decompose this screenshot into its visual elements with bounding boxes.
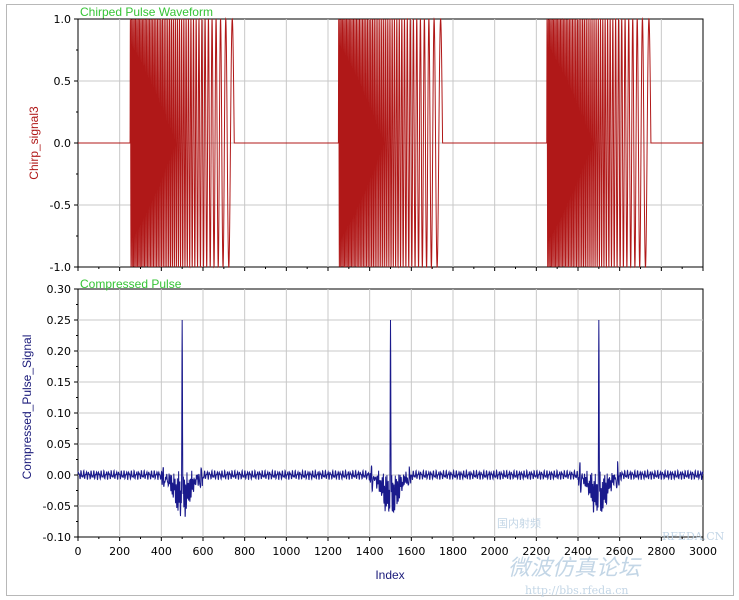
bottom-ytick-label: 0.25 [47, 314, 72, 327]
bottom-xtick-label: 2000 [481, 545, 509, 558]
watermark-cjk-large: 微波仿真论坛 [508, 556, 642, 581]
watermark-brand: RFEDA.CN [662, 530, 725, 543]
bottom-series-line [77, 319, 704, 517]
top-chart-title: Chirped Pulse Waveform [80, 5, 213, 19]
bottom-ytick-label: -0.10 [43, 531, 71, 544]
top-series-line [78, 17, 703, 269]
bottom-ytick-label: 0.00 [47, 469, 72, 482]
watermark: 国内射频 RFEDA.CN 微波仿真论坛 http://bbs.rfeda.cn [497, 516, 725, 597]
top-ytick-label: 0.5 [54, 75, 72, 88]
bottom-ytick-label: 0.20 [47, 345, 72, 358]
bottom-y-axis-label: Compressed_Pulse_Signal [20, 335, 34, 480]
watermark-url: http://bbs.rfeda.cn [525, 584, 629, 597]
top-y-axis-label: Chirp_signal3 [27, 106, 41, 180]
watermark-cjk-small: 国内射频 [497, 516, 541, 530]
bottom-xtick-label: 2800 [647, 545, 675, 558]
bottom-xtick-label: 2200 [522, 545, 550, 558]
bottom-xtick-label: 2400 [564, 545, 592, 558]
bottom-ticks: 0 200 400 600 800 1000 1200 1400 1600 1800 2000 220… [43, 283, 717, 558]
bottom-xtick-label: 800 [234, 545, 255, 558]
bottom-ytick-label: 0.05 [47, 438, 72, 451]
top-ticks: 1.0 0.5 0.0 -0.5 -1.0 [50, 13, 704, 274]
bottom-xtick-label: 600 [193, 545, 214, 558]
bottom-xtick-label: 2600 [606, 545, 634, 558]
bottom-xtick-label: 0 [75, 545, 82, 558]
top-ytick-label: 1.0 [54, 13, 72, 26]
x-axis-label: Index [375, 568, 404, 582]
top-ytick-label: -1.0 [50, 261, 71, 274]
bottom-ytick-label: 0.30 [47, 283, 72, 296]
bottom-xtick-label: 1000 [272, 545, 300, 558]
bottom-xtick-label: 1800 [439, 545, 467, 558]
bottom-ytick-label: 0.15 [47, 376, 72, 389]
bottom-chart-title: Compressed Pulse [80, 277, 182, 291]
bottom-xtick-label: 200 [109, 545, 130, 558]
bottom-xtick-label: 1200 [314, 545, 342, 558]
bottom-xtick-label: 1400 [356, 545, 384, 558]
bottom-xtick-label: 400 [151, 545, 172, 558]
top-ytick-label: 0.0 [54, 137, 72, 150]
bottom-xtick-label: 3000 [689, 545, 717, 558]
top-ytick-label: -0.5 [50, 199, 71, 212]
bottom-ytick-label: 0.10 [47, 407, 72, 420]
bottom-xtick-label: 1600 [397, 545, 425, 558]
bottom-ytick-label: -0.05 [43, 500, 71, 513]
